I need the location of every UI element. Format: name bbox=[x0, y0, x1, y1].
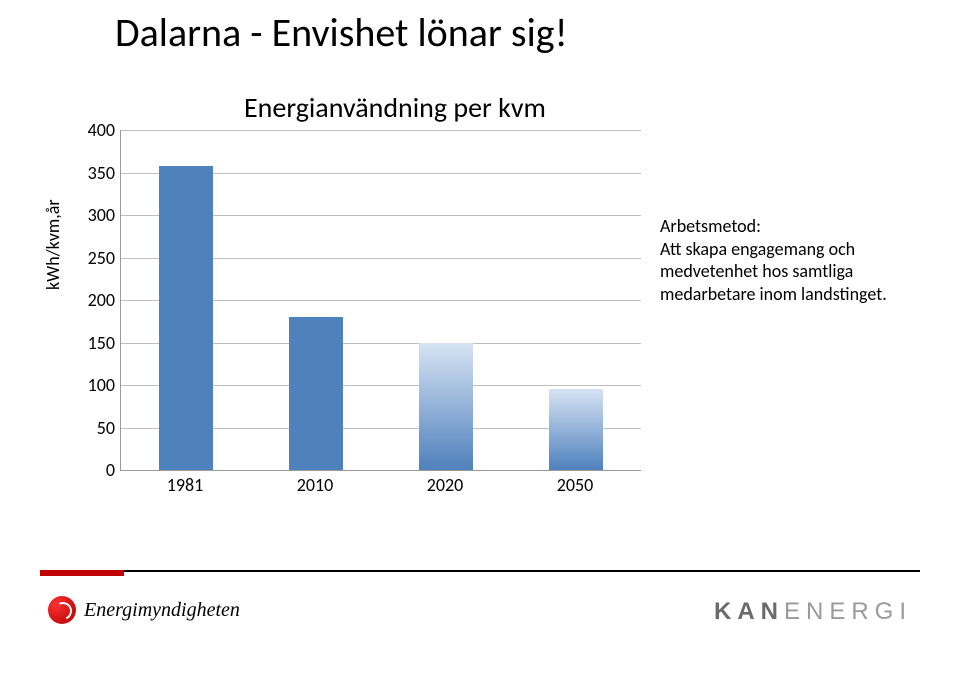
bar bbox=[289, 317, 344, 470]
logo-energimyndigheten: Energimyndigheten bbox=[48, 596, 240, 624]
footer-rule bbox=[40, 570, 920, 578]
logo-left-text: Energimyndigheten bbox=[84, 599, 240, 622]
y-tick-label: 100 bbox=[71, 374, 115, 396]
x-tick-label: 2020 bbox=[427, 474, 464, 496]
y-tick-label: 300 bbox=[71, 204, 115, 226]
y-tick-label: 200 bbox=[71, 289, 115, 311]
logo-right-a: KAN bbox=[714, 598, 784, 625]
y-axis-label: kWh/kvm,år bbox=[42, 199, 64, 290]
chart-title: Energianvändning per kvm bbox=[244, 90, 546, 125]
bar bbox=[419, 343, 474, 471]
page-title: Dalarna - Envishet lönar sig! bbox=[115, 8, 568, 57]
y-tick-label: 400 bbox=[71, 119, 115, 141]
x-tick-label: 2050 bbox=[557, 474, 594, 496]
x-tick-label: 2010 bbox=[297, 474, 334, 496]
logo-kanenergi: KANENERGI bbox=[714, 598, 912, 626]
bar bbox=[159, 166, 214, 470]
bar-chart: 050100150200250300350400 bbox=[120, 130, 641, 471]
annotation-box: Arbetsmetod: Att skapa engagemang och me… bbox=[660, 215, 910, 305]
logo-right-b: ENERGI bbox=[784, 598, 912, 625]
bar bbox=[549, 389, 604, 470]
gridline bbox=[121, 130, 641, 131]
swirl-icon bbox=[48, 596, 76, 624]
x-axis-labels: 1981 2010 2020 2050 bbox=[120, 474, 640, 498]
x-tick-label: 1981 bbox=[167, 474, 204, 496]
y-tick-label: 0 bbox=[71, 459, 115, 481]
y-tick-label: 50 bbox=[71, 417, 115, 439]
y-tick-label: 350 bbox=[71, 162, 115, 184]
slide: Dalarna - Envishet lönar sig! Energianvä… bbox=[0, 0, 960, 689]
annotation-body: Att skapa engagemang och medvetenhet hos… bbox=[660, 238, 910, 306]
annotation-heading: Arbetsmetod: bbox=[660, 215, 910, 238]
y-tick-label: 150 bbox=[71, 332, 115, 354]
y-tick-label: 250 bbox=[71, 247, 115, 269]
